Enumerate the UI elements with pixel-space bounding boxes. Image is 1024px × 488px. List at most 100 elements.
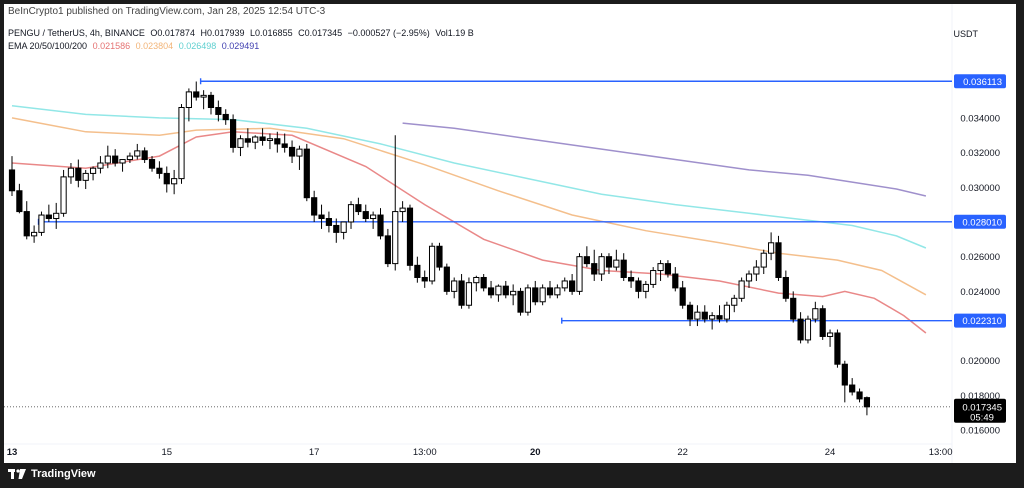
candle-body-down (797, 318, 804, 341)
candle-body-up (598, 256, 605, 275)
candle-body-up (119, 159, 126, 164)
candle (679, 280, 686, 309)
candle (723, 301, 730, 323)
candle-body-up (709, 315, 716, 320)
candle (664, 260, 672, 278)
candle (480, 274, 487, 292)
volume-label: Vol1.19 B (435, 28, 474, 38)
candle (237, 135, 244, 157)
candle-body-down (259, 136, 266, 141)
candle (207, 91, 215, 115)
candle-body-up (642, 283, 649, 292)
x-tick-label: 17 (309, 447, 320, 458)
candle (428, 242, 436, 285)
candle (252, 135, 259, 150)
ema-line-1 (11, 131, 927, 334)
candle (274, 131, 281, 153)
y-tick-label: 0.024000 (960, 287, 1000, 298)
ema50-value: 0.023804 (135, 41, 174, 51)
candle (841, 360, 848, 403)
level-price-tag (954, 214, 1006, 229)
candle (266, 133, 274, 150)
ema20-value: 0.021586 (92, 41, 131, 51)
footer-brand-label: TradingView (31, 468, 96, 480)
candle (797, 312, 804, 344)
footer-brand: TradingView (8, 468, 96, 480)
candle (620, 253, 627, 281)
candle-body-down (790, 297, 797, 320)
candle (362, 204, 369, 222)
candle-body-down (333, 224, 340, 233)
candle-body-down (377, 214, 384, 237)
candle-body-down (686, 304, 694, 320)
candle (89, 166, 97, 181)
candle (230, 114, 237, 153)
currency-label: USDT (953, 29, 979, 39)
ema100-value: 0.026498 (178, 41, 217, 51)
x-tick-label: 24 (825, 447, 836, 458)
candle-body-down (318, 214, 325, 220)
candle-body-down (863, 397, 871, 408)
candle (163, 166, 170, 193)
candle (834, 329, 841, 368)
candle (311, 190, 318, 222)
candle-body-down (819, 308, 826, 337)
candle-body-up (731, 297, 738, 306)
candle-body-down (480, 276, 487, 289)
ohlc-high: H0.017939 (200, 28, 245, 38)
candle (215, 100, 222, 122)
candle-body-up (392, 211, 399, 265)
candle-body-up (451, 280, 458, 292)
candle (642, 280, 649, 299)
candle-body-up (237, 138, 244, 148)
ohlc-change: −0.000527 (−2.95%) (347, 28, 430, 38)
candle (23, 201, 30, 240)
level-price-tag (954, 313, 1006, 328)
candle-body-up (804, 318, 812, 341)
candle (436, 242, 443, 271)
candle (244, 128, 251, 148)
tradingview-logo-icon (8, 469, 26, 479)
candle-body-down (517, 290, 524, 313)
candle-body-up (694, 311, 701, 320)
candle (554, 284, 561, 299)
candle-body-up (657, 263, 664, 272)
candle (119, 159, 126, 172)
candle (325, 211, 333, 233)
candle-body-down (222, 113, 229, 121)
x-tick-label: 22 (677, 447, 688, 458)
candle-body-down (8, 169, 16, 192)
candle-body-up (473, 276, 480, 284)
candle-body-up (465, 282, 473, 306)
candle-body-down (679, 287, 686, 306)
candle-body-up (576, 256, 583, 292)
candle (517, 287, 524, 316)
candle (591, 249, 598, 281)
candle-body-down (664, 263, 672, 275)
candle (67, 163, 75, 184)
price-chart[interactable]: 0.034000 0.032000 0.030000 0.026000 0.024000… (4, 4, 1016, 463)
ema-line-3 (11, 105, 927, 249)
candle-body-up (296, 148, 303, 157)
candle (126, 152, 134, 164)
candle-body-down (281, 143, 288, 148)
candle-body-up (171, 178, 178, 185)
candle-body-down (355, 204, 362, 213)
candle-body-up (266, 138, 274, 141)
ema-legend[interactable]: EMA 20/50/100/200 0.021586 0.023804 0.02… (8, 41, 262, 51)
candle-body-down (384, 235, 391, 265)
candle (75, 159, 82, 188)
candle (605, 253, 613, 275)
candle-body-up (200, 94, 207, 98)
symbol-label[interactable]: PENGU / TetherUS, 4h, BINANCE (8, 28, 145, 38)
candle (148, 156, 156, 172)
candle (524, 284, 531, 316)
candle-body-down (487, 287, 495, 296)
level-price-tag (954, 74, 1006, 89)
candle-body-down (288, 146, 296, 157)
candle (178, 104, 185, 184)
candle-body-up (826, 332, 834, 337)
candle-body-up (53, 212, 60, 220)
candle-body-down (156, 167, 163, 174)
